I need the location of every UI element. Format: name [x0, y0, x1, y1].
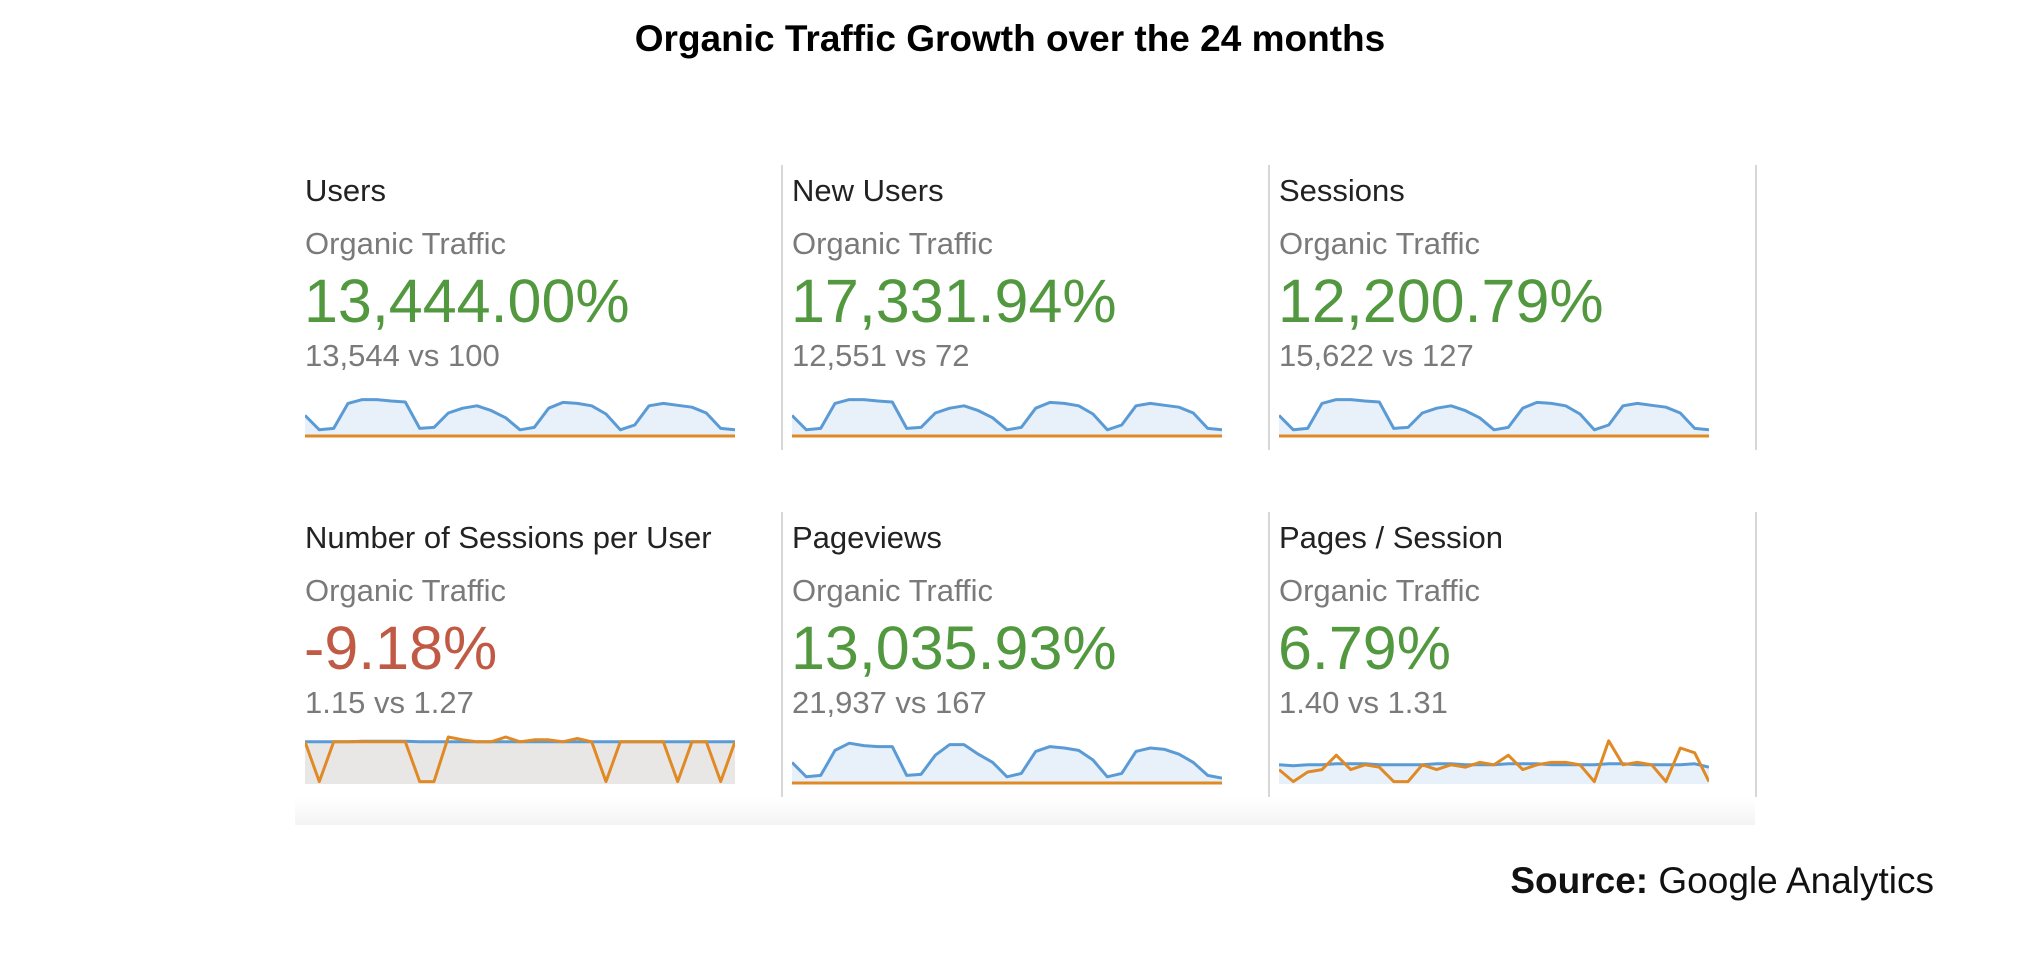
- metrics-grid: Users Organic Traffic 13,444.00% 13,544 …: [295, 165, 1757, 825]
- metric-card-new-users: New Users Organic Traffic 17,331.94% 12,…: [782, 165, 1270, 450]
- metric-name: Users: [305, 173, 386, 208]
- change-percentage: 13,444.00%: [304, 267, 630, 335]
- metric-card-pageviews: Pageviews Organic Traffic 13,035.93% 21,…: [782, 512, 1270, 797]
- current-series-area: [792, 743, 1222, 784]
- metric-card-sessions-per-user: Number of Sessions per User Organic Traf…: [295, 512, 783, 797]
- metric-name: Sessions: [1279, 173, 1405, 208]
- source-note: Source: Google Analytics: [1510, 860, 1934, 902]
- sparkline-new-users: [792, 398, 1222, 438]
- metric-name: Number of Sessions per User: [305, 520, 712, 555]
- comparison-values: 1.15 vs 1.27: [305, 685, 474, 720]
- comparison-values: 12,551 vs 72: [792, 338, 970, 373]
- sparkline-sessions-per-user: [305, 735, 735, 784]
- metric-card-pages-per-session: Pages / Session Organic Traffic 6.79% 1.…: [1269, 512, 1757, 797]
- sparkline-pageviews: [792, 741, 1222, 785]
- grid-shadow: [295, 797, 1755, 825]
- segment-label: Organic Traffic: [1279, 573, 1481, 608]
- change-percentage: 12,200.79%: [1278, 267, 1604, 335]
- metric-card-sessions: Sessions Organic Traffic 12,200.79% 15,6…: [1269, 165, 1757, 450]
- metric-name: Pageviews: [792, 520, 942, 555]
- segment-label: Organic Traffic: [305, 226, 507, 261]
- comparison-values: 13,544 vs 100: [305, 338, 500, 373]
- change-percentage: 6.79%: [1278, 614, 1451, 682]
- current-series-line: [1279, 398, 1709, 432]
- segment-label: Organic Traffic: [792, 226, 994, 261]
- previous-series-line: [305, 735, 735, 784]
- current-series-area: [1279, 763, 1709, 784]
- current-series-line: [305, 398, 735, 432]
- comparison-values: 1.40 vs 1.31: [1279, 685, 1448, 720]
- current-series-line: [792, 398, 1222, 432]
- segment-label: Organic Traffic: [792, 573, 994, 608]
- metric-name: New Users: [792, 173, 944, 208]
- segment-label: Organic Traffic: [1279, 226, 1481, 261]
- metric-name: Pages / Session: [1279, 520, 1504, 555]
- sparkline-users: [305, 398, 735, 438]
- comparison-values: 15,622 vs 127: [1279, 338, 1474, 373]
- change-percentage: -9.18%: [304, 614, 498, 682]
- sparkline-pages-per-session: [1279, 739, 1709, 784]
- source-text: Google Analytics: [1658, 860, 1934, 901]
- comparison-values: 21,937 vs 167: [792, 685, 987, 720]
- previous-series-line: [1279, 739, 1709, 784]
- current-series-area: [305, 741, 735, 784]
- change-percentage: 17,331.94%: [791, 267, 1117, 335]
- source-label: Source:: [1510, 860, 1649, 901]
- metric-card-users: Users Organic Traffic 13,444.00% 13,544 …: [295, 165, 783, 450]
- segment-label: Organic Traffic: [305, 573, 507, 608]
- sparkline-sessions: [1279, 398, 1709, 438]
- chart-title: Organic Traffic Growth over the 24 month…: [634, 18, 1386, 59]
- current-series-line: [792, 741, 1222, 780]
- change-percentage: 13,035.93%: [791, 614, 1117, 682]
